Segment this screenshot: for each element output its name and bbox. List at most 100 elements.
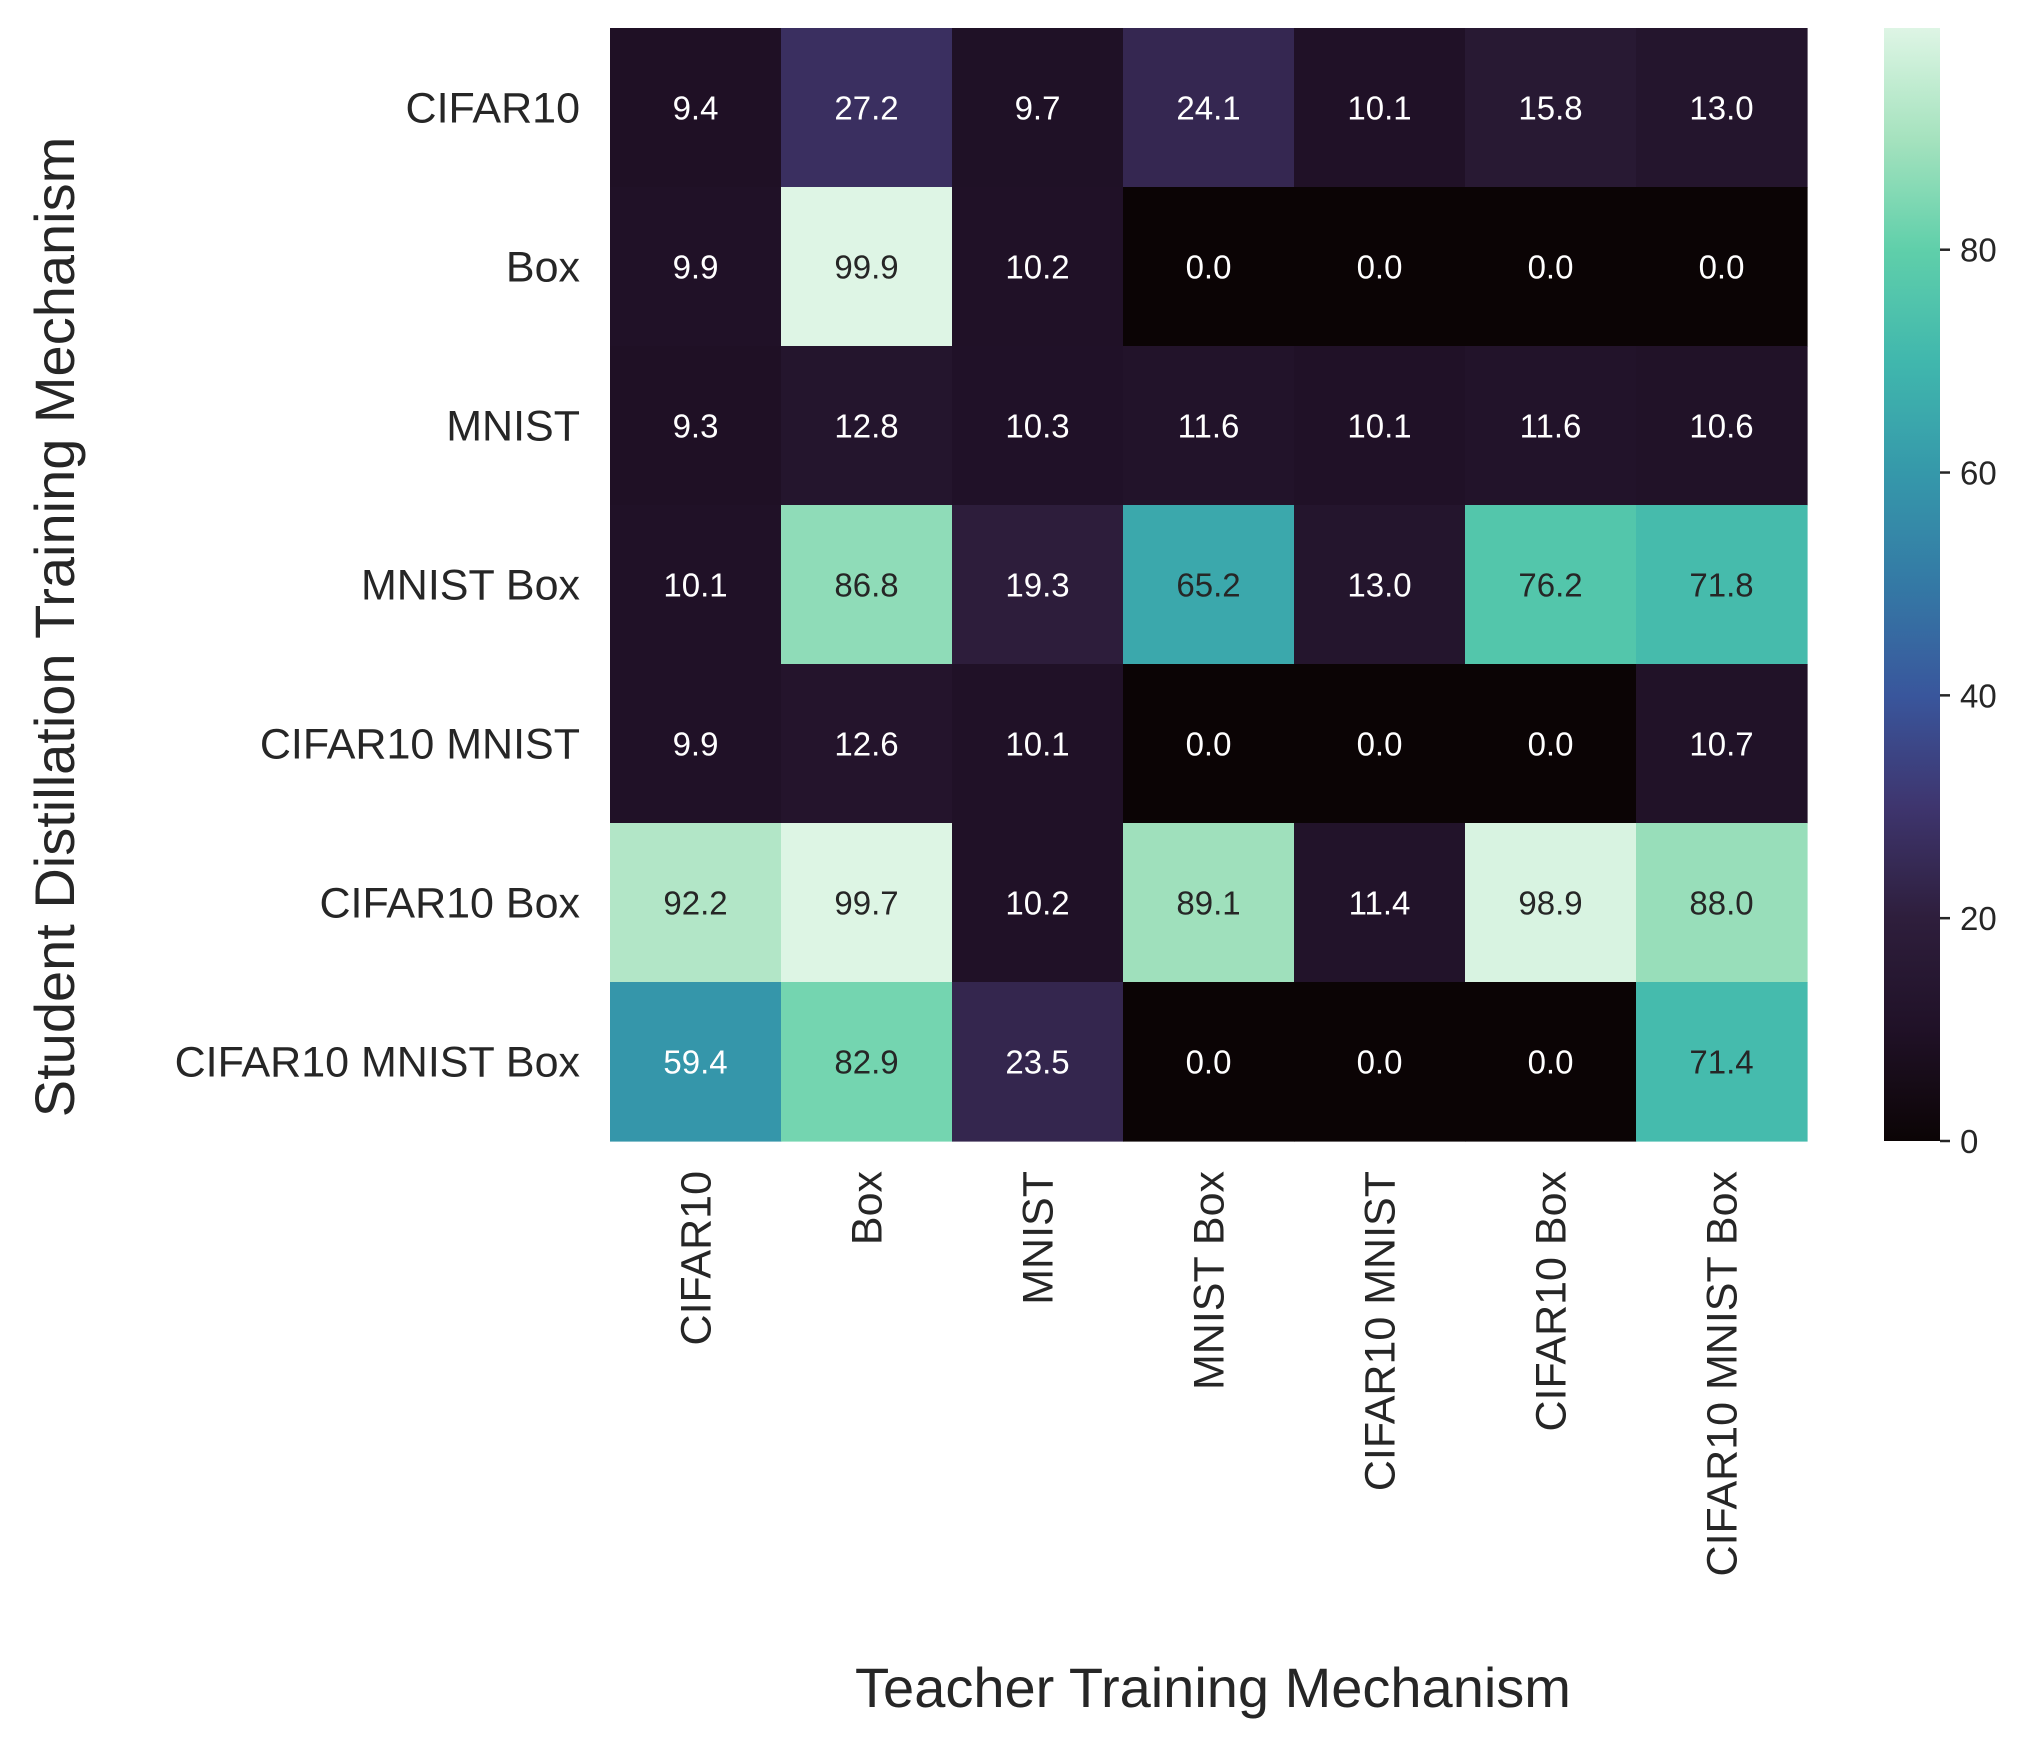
x-axis-title: Teacher Training Mechanism (855, 1656, 1571, 1719)
cell-value-label: 0.0 (1186, 726, 1232, 763)
cell-value-label: 0.0 (1699, 249, 1745, 286)
colorbar-tick-label: 80 (1960, 232, 1997, 269)
y-tick-label: MNIST (446, 403, 580, 451)
cell-value-label: 24.1 (1176, 90, 1240, 127)
cell-value-label: 10.1 (1347, 408, 1411, 445)
heatmap-cell (781, 664, 953, 824)
cell-value-label: 10.6 (1689, 408, 1753, 445)
cell-value-label: 88.0 (1689, 885, 1753, 922)
x-tick-label: MNIST (1015, 1171, 1063, 1305)
cell-value-label: 86.8 (834, 567, 898, 604)
cell-value-label: 27.2 (834, 90, 898, 127)
heatmap-cell (1123, 28, 1295, 188)
heatmap-cell (781, 982, 953, 1142)
heatmap-cell (1465, 823, 1637, 983)
colorbar-tick-label: 0 (1960, 1123, 1978, 1160)
colorbar-tick-label: 60 (1960, 455, 1997, 492)
x-tick-label: CIFAR10 (673, 1171, 721, 1345)
x-axis-tick-labels: CIFAR10 Box MNIST MNIST Box CIFAR10 MNIST CIF… (673, 1171, 1747, 1577)
heatmap-cell (1294, 187, 1466, 347)
cell-value-label: 9.4 (673, 90, 719, 127)
cell-value-label: 65.2 (1176, 567, 1240, 604)
cell-value-label: 99.9 (834, 249, 898, 286)
heatmap-cell (1636, 664, 1808, 824)
heatmap-cell (1294, 346, 1466, 506)
cell-value-label: 15.8 (1518, 90, 1582, 127)
heatmap-cell (610, 505, 782, 665)
heatmap-cell (610, 346, 782, 506)
cell-value-label: 11.4 (1349, 885, 1411, 922)
y-tick-label: CIFAR10 Box (320, 880, 581, 928)
heatmap-cell (781, 187, 953, 347)
heatmap-cell (1465, 982, 1637, 1142)
heatmap-cell (1636, 505, 1808, 665)
heatmap-cell (952, 505, 1124, 665)
heatmap-cell (1123, 187, 1295, 347)
heatmap-cell (1465, 28, 1637, 188)
heatmap-cell (952, 346, 1124, 506)
y-tick-label: MNIST Box (361, 562, 581, 610)
heatmap-cell (952, 28, 1124, 188)
heatmap-cell (781, 28, 953, 188)
heatmap-cell (952, 982, 1124, 1142)
cell-value-label: 10.2 (1005, 249, 1069, 286)
heatmap-cell (1294, 823, 1466, 983)
heatmap-cell (1123, 823, 1295, 983)
heatmap-cell (1636, 187, 1808, 347)
cell-value-label: 0.0 (1528, 249, 1574, 286)
cell-value-label: 0.0 (1186, 1044, 1232, 1081)
heatmap-cell (781, 505, 953, 665)
heatmap-cell (781, 346, 953, 506)
cell-value-label: 89.1 (1176, 885, 1240, 922)
cell-value-label: 11.6 (1178, 408, 1240, 445)
cell-value-label: 98.9 (1518, 885, 1582, 922)
y-tick-label: CIFAR10 MNIST (260, 721, 580, 769)
cell-value-label: 10.3 (1005, 408, 1069, 445)
cell-value-label: 9.7 (1015, 90, 1061, 127)
heatmap-cell (1636, 346, 1808, 506)
cell-value-label: 19.3 (1005, 567, 1069, 604)
colorbar-gradient (1884, 28, 1940, 1141)
heatmap-cell (610, 28, 782, 188)
heatmap-cell (952, 823, 1124, 983)
y-tick-label: CIFAR10 MNIST Box (175, 1039, 581, 1087)
heatmap-cell (1465, 664, 1637, 824)
cell-value-label: 10.2 (1005, 885, 1069, 922)
cell-value-label: 10.1 (1005, 726, 1069, 763)
x-tick-label: CIFAR10 MNIST Box (1699, 1171, 1747, 1577)
cell-value-label: 13.0 (1347, 567, 1411, 604)
heatmap-cell (952, 187, 1124, 347)
y-axis-title: Student Distillation Training Mechanism (23, 137, 86, 1117)
heatmap-cell (610, 982, 782, 1142)
cell-value-labels: 9.4 27.2 9.7 24.1 10.1 15.8 13.0 9.9 99.9 10.2 0.0… (663, 90, 1753, 1081)
cell-value-label: 59.4 (663, 1044, 727, 1081)
heatmap-cell (781, 823, 953, 983)
cell-value-label: 9.9 (673, 249, 719, 286)
heatmap-cell (610, 823, 782, 983)
cell-value-label: 0.0 (1186, 249, 1232, 286)
cell-value-label: 92.2 (663, 885, 727, 922)
heatmap-cells (610, 28, 1808, 1142)
colorbar-tick-label: 40 (1960, 677, 1997, 714)
cell-value-label: 0.0 (1528, 726, 1574, 763)
x-tick-label: CIFAR10 Box (1528, 1171, 1576, 1432)
y-tick-label: CIFAR10 (406, 85, 580, 133)
cell-value-label: 82.9 (834, 1044, 898, 1081)
cell-value-label: 71.4 (1689, 1044, 1753, 1081)
colorbar-tick-label: 20 (1960, 900, 1997, 937)
heatmap-cell (1123, 346, 1295, 506)
cell-value-label: 0.0 (1357, 726, 1403, 763)
heatmap-cell (1294, 664, 1466, 824)
cell-value-label: 10.1 (1347, 90, 1411, 127)
cell-value-label: 99.7 (834, 885, 898, 922)
cell-value-label: 0.0 (1357, 1044, 1403, 1081)
y-axis-tick-labels: CIFAR10 Box MNIST MNIST Box CIFAR10 MNIST CIF… (175, 85, 581, 1087)
colorbar: 0 20 40 60 80 (1884, 28, 1997, 1160)
heatmap-cell (1123, 664, 1295, 824)
heatmap-cell (1123, 982, 1295, 1142)
cell-value-label: 13.0 (1689, 90, 1753, 127)
x-tick-label: Box (844, 1171, 892, 1246)
heatmap-cell (610, 187, 782, 347)
heatmap-cell (1123, 505, 1295, 665)
heatmap-cell (1294, 982, 1466, 1142)
